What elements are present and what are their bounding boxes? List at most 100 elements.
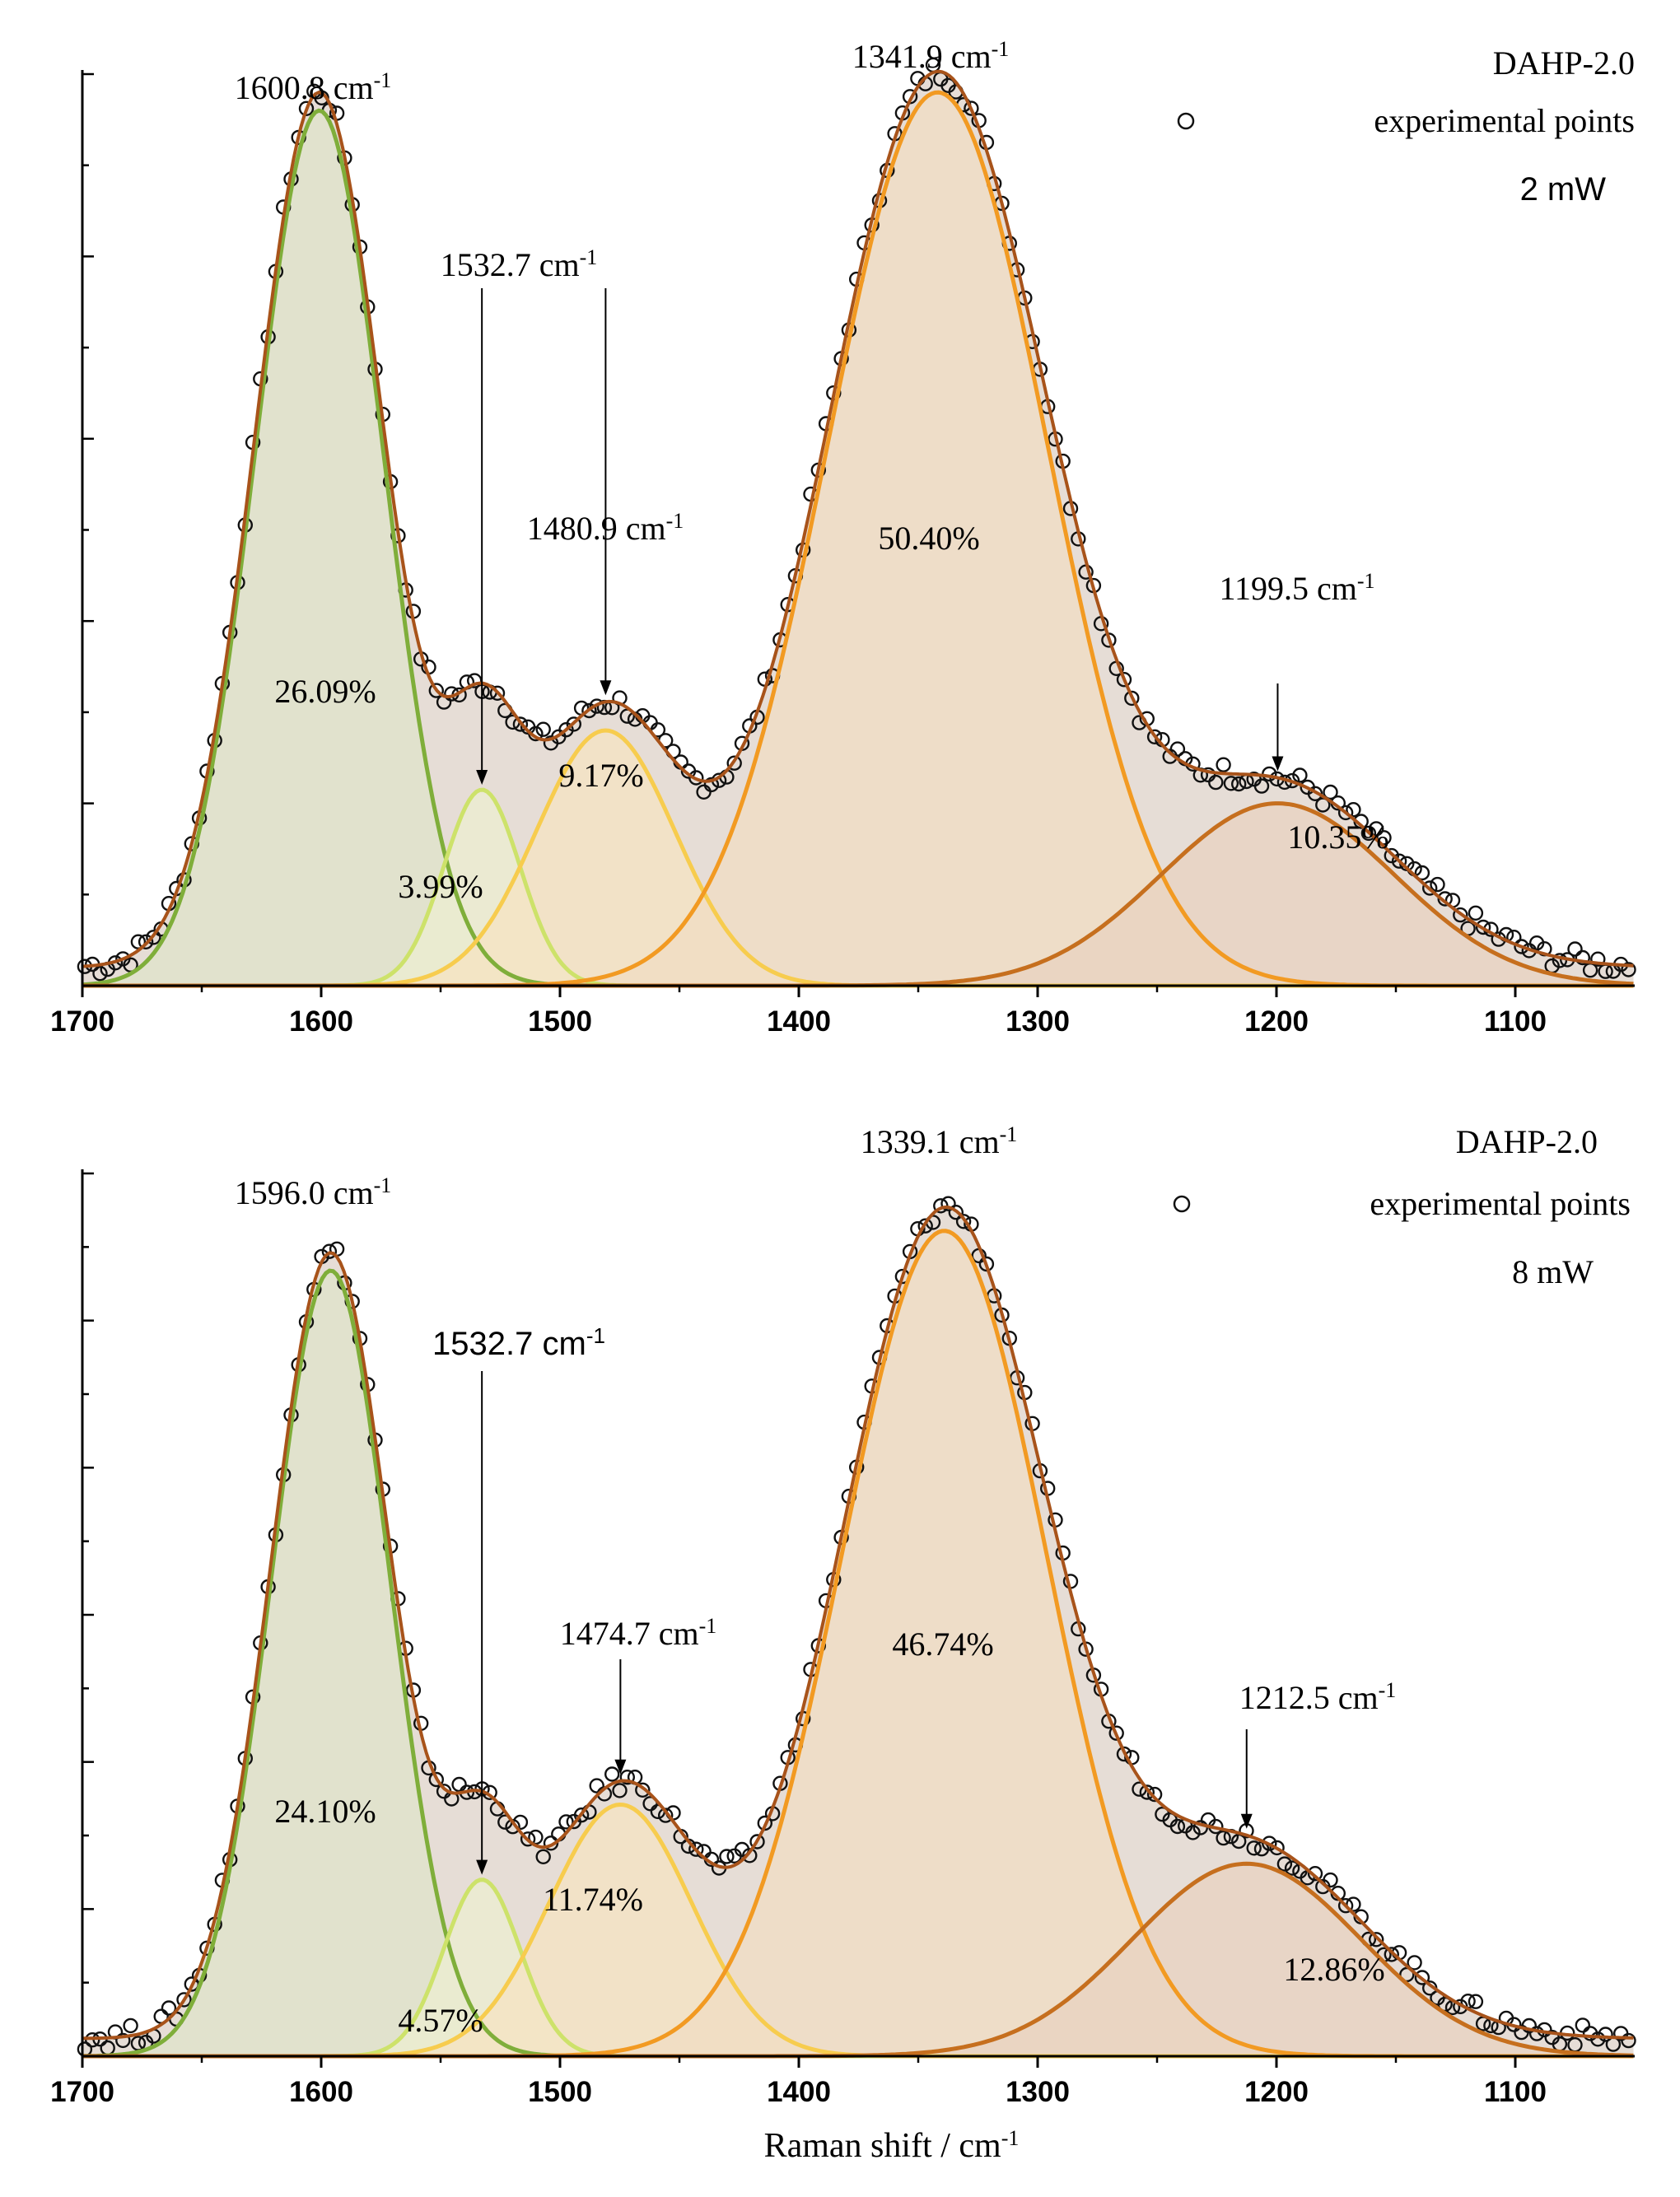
experimental-point (1292, 767, 1308, 783)
experimental-point (1590, 951, 1606, 967)
experimental-point (1475, 919, 1491, 935)
experimental-point (658, 1808, 674, 1823)
peak-label-value: 1600.8 cm (235, 69, 374, 106)
experimental-point (1307, 1865, 1323, 1882)
experimental-point (589, 698, 604, 714)
experimental-point (1346, 1896, 1361, 1912)
experimental-point (703, 777, 720, 793)
percent-label-4: 46.74% (892, 1626, 993, 1663)
experimental-point (298, 100, 315, 117)
peak-label-2: 1532.7 cm-1 (432, 1323, 605, 1362)
experimental-point (1200, 767, 1216, 783)
peak-label-4: 1339.1 cm-1 (861, 1122, 1018, 1160)
experimental-point (1108, 1725, 1124, 1741)
x-tick-label: 1600 (289, 1005, 353, 1038)
experimental-point (619, 1769, 635, 1785)
experimental-point (1430, 876, 1445, 893)
peak-label-4: 1341.9 cm-1 (852, 37, 1010, 75)
percent-label-5: 12.86% (1283, 1951, 1384, 1988)
peak-fill-1 (82, 1271, 1635, 2056)
experimental-point (1216, 1830, 1231, 1846)
experimental-point (1414, 865, 1430, 881)
percent-label-4: 50.40% (878, 520, 979, 557)
sample-title: DAHP-2.0 (1493, 44, 1635, 82)
experimental-point (1453, 907, 1468, 923)
peak-arrow-head (600, 680, 612, 696)
peak-label-superscript: -1 (992, 37, 1010, 61)
percent-label-1: 26.09% (274, 673, 376, 710)
peak-label-superscript: -1 (1357, 569, 1375, 593)
experimental-point (1337, 805, 1354, 821)
fit-envelope-line (82, 69, 1634, 968)
peak-label-superscript: -1 (374, 68, 392, 92)
legend-marker-icon (1173, 1195, 1191, 1213)
experimental-point (1315, 797, 1331, 813)
percent-label-3: 9.17% (558, 757, 643, 794)
experimental-point (1253, 778, 1270, 794)
experimental-point (566, 716, 581, 732)
peak-fill-1 (82, 110, 1635, 986)
x-tick-label: 1500 (528, 2076, 592, 2108)
experimental-point (1384, 847, 1400, 864)
experimental-point (1575, 2017, 1591, 2033)
peak-arrow-head (614, 1759, 627, 1775)
experimental-point (948, 1204, 964, 1220)
peak-arrow-head (1240, 1813, 1253, 1829)
x-tick-label: 1100 (1484, 2076, 1547, 2108)
x-tick-label: 1700 (50, 1005, 114, 1038)
experimental-point (589, 1778, 604, 1794)
experimental-point (635, 1782, 651, 1798)
experimental-point (1391, 853, 1407, 869)
legend-marker-icon (1177, 112, 1195, 130)
experimental-point (1368, 1932, 1384, 1947)
experimental-point (115, 2032, 131, 2049)
experimental-point (1124, 690, 1140, 707)
experimental-point (719, 1849, 735, 1864)
peak-fill-2 (82, 1879, 1635, 2056)
experimental-point (1468, 1994, 1484, 2009)
peak-label-2: 1532.7 cm-1 (441, 245, 598, 283)
experimental-point (1598, 2027, 1613, 2042)
experimental-point (1262, 1835, 1277, 1851)
experimental-point (1521, 2017, 1538, 2034)
experimental-point (1276, 1856, 1293, 1872)
power-label: 2 mW (1520, 171, 1607, 208)
experimental-point (1514, 939, 1529, 954)
experimental-point (581, 702, 597, 719)
experimental-point (489, 685, 506, 701)
experimental-point (1146, 1786, 1163, 1803)
experimental-point (1116, 1746, 1132, 1762)
experimental-point (1384, 1947, 1400, 1962)
peak-label-3: 1474.7 cm-1 (560, 1614, 717, 1652)
experimental-point (1575, 949, 1591, 966)
peak-label-value: 1532.7 cm (432, 1326, 586, 1362)
peak-fill-4 (82, 92, 1635, 987)
power-label: 8 mW (1512, 1253, 1594, 1290)
peak-arrow-head (476, 1859, 488, 1875)
x-tick-label: 1200 (1244, 2076, 1309, 2108)
experimental-point (1284, 1860, 1300, 1876)
sample-title: DAHP-2.0 (1456, 1123, 1598, 1160)
peak-label-superscript: -1 (1000, 1122, 1018, 1146)
experimental-point (688, 770, 704, 786)
experimental-point (428, 683, 444, 698)
x-axis-title: Raman shift / cm-1 (764, 2126, 1020, 2165)
percent-label-2: 4.57% (398, 2002, 483, 2039)
experimental-point (535, 1849, 551, 1865)
x-tick-label: 1400 (767, 2076, 831, 2108)
x-tick-label: 1600 (289, 2076, 353, 2108)
peak-label-1: 1596.0 cm-1 (235, 1173, 392, 1211)
experimental-point (1269, 1840, 1285, 1856)
experimental-point (749, 1834, 765, 1849)
experimental-point (512, 716, 529, 732)
percent-label-2: 3.99% (398, 868, 483, 905)
experimental-point (1621, 962, 1636, 977)
peak-fill-4 (82, 1230, 1635, 2056)
x-axis-title-text: Raman shift / cm (764, 2127, 1001, 2165)
experimental-point (558, 1814, 574, 1830)
experimental-point (642, 1796, 658, 1812)
experimental-point (1230, 776, 1247, 792)
peak-label-value: 1212.5 cm (1239, 1679, 1379, 1716)
experimental-point (612, 1783, 628, 1798)
